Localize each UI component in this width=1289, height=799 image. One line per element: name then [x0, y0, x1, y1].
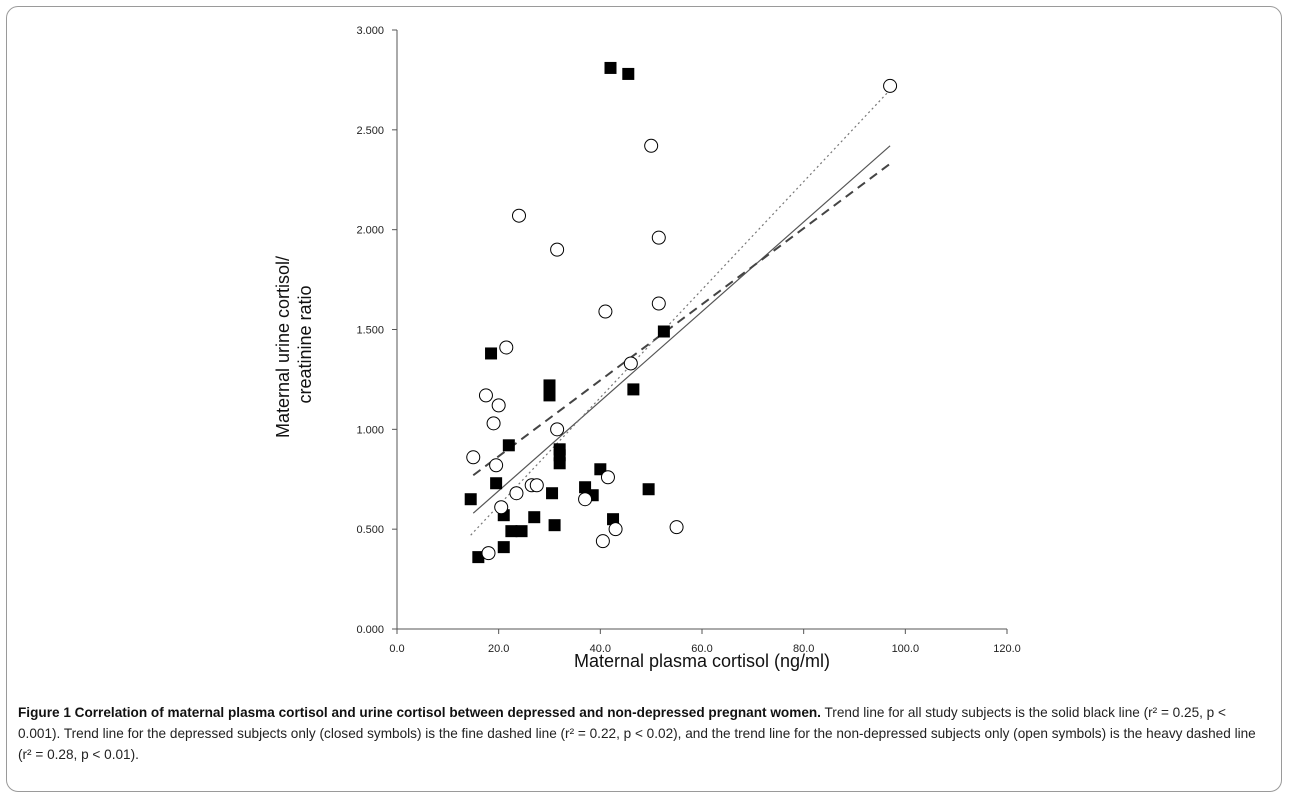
- data-point-open-circle: [509, 486, 524, 501]
- data-point-open-circle: [466, 450, 481, 465]
- data-point-filled-square: [627, 383, 640, 396]
- data-point-open-circle: [494, 500, 509, 515]
- data-point-open-circle: [550, 242, 565, 257]
- x-tick-label: 0.0: [389, 643, 404, 655]
- data-point-open-circle: [512, 208, 526, 223]
- data-point-filled-square: [546, 487, 559, 500]
- data-point-filled-square: [464, 493, 477, 506]
- data-point-filled-square: [472, 551, 485, 564]
- x-tick-label: 80.0: [793, 643, 814, 655]
- data-point-open-circle: [486, 416, 501, 431]
- data-point-filled-square: [497, 541, 510, 554]
- y-tick-label: 3.000: [356, 25, 384, 37]
- data-point-open-circle: [883, 78, 898, 93]
- y-tick-label: 1.500: [356, 325, 384, 337]
- data-point-filled-square: [642, 483, 655, 496]
- data-point-filled-square: [622, 67, 635, 80]
- data-point-open-circle: [478, 388, 493, 403]
- trend-line-fine-dashed: [470, 89, 891, 536]
- chart-axes: [396, 30, 1007, 630]
- data-point-open-circle: [595, 534, 610, 549]
- y-axis-title: Maternal urine cortisol/ creatinine rati…: [273, 251, 315, 438]
- y-tick-label: 1.000: [356, 424, 384, 436]
- data-point-open-circle: [598, 304, 613, 319]
- figure-frame: [6, 6, 1282, 792]
- data-point-open-circle: [623, 356, 638, 371]
- data-point-open-circle: [499, 340, 514, 355]
- data-point-filled-square: [528, 511, 541, 524]
- data-point-filled-square: [548, 519, 561, 532]
- data-point-filled-square: [543, 379, 556, 392]
- data-point-filled-square: [604, 61, 617, 74]
- data-point-filled-square: [502, 439, 515, 452]
- trend-line-heavy-dashed: [472, 162, 891, 477]
- data-point-open-circle: [651, 296, 666, 311]
- x-tick-label: 100.0: [892, 643, 920, 655]
- y-tick-label: 0.000: [356, 624, 384, 636]
- x-tick-label: 40.0: [590, 643, 611, 655]
- data-point-open-circle: [608, 522, 623, 537]
- data-point-filled-square: [490, 477, 503, 490]
- y-tick-label: 2.500: [356, 125, 384, 137]
- data-point-open-circle: [529, 478, 544, 493]
- data-point-open-circle: [550, 422, 565, 437]
- data-point-open-circle: [578, 492, 593, 507]
- trend-lines: [470, 89, 891, 536]
- x-tick-label: 60.0: [691, 643, 712, 655]
- data-point-open-circle: [644, 138, 659, 153]
- data-point-filled-square: [543, 389, 556, 402]
- data-point-open-circle: [489, 458, 504, 473]
- y-tick-label: 2.000: [356, 225, 384, 237]
- x-tick-label: 120.0: [993, 643, 1021, 655]
- data-point-open-circle: [481, 546, 496, 561]
- y-axis-title-line-2: creatinine ratio: [295, 285, 315, 403]
- data-point-filled-square: [505, 525, 518, 538]
- y-axis-ticks: 0.000 0.500 1.000 1.500 2.000 2.500 3.000: [356, 25, 397, 636]
- data-point-open-circle: [669, 520, 684, 535]
- data-point-open-circle: [491, 398, 506, 413]
- x-axis-title: Maternal plasma cortisol (ng/ml): [574, 651, 830, 671]
- y-axis-title-line-1: Maternal urine cortisol/: [273, 256, 293, 438]
- data-point-open-circle: [651, 230, 666, 245]
- scatter-chart: 0.0 20.0 40.0 60.0 80.0 100.0 120.0 0.000 0.500…: [273, 25, 1021, 671]
- figure-caption: Figure 1 Correlation of maternal plasma …: [18, 702, 1270, 765]
- x-tick-label: 20.0: [488, 643, 509, 655]
- data-point-filled-square: [515, 525, 528, 538]
- caption-title: Figure 1 Correlation of maternal plasma …: [18, 705, 821, 720]
- x-axis-ticks: 0.0 20.0 40.0 60.0 80.0 100.0 120.0: [389, 629, 1021, 655]
- data-point-filled-square: [553, 457, 566, 470]
- trend-line-solid: [472, 145, 891, 514]
- data-point-filled-square: [657, 325, 670, 338]
- data-point-open-circle: [600, 470, 615, 485]
- data-points: [464, 61, 898, 564]
- y-tick-label: 0.500: [356, 524, 384, 536]
- caption-body: Trend line for all study subjects is the…: [18, 705, 1256, 762]
- data-point-filled-square: [485, 347, 498, 360]
